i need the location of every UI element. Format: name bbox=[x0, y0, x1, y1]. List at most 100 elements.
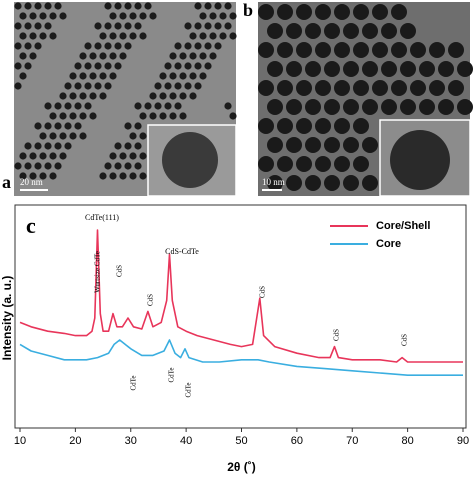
particle bbox=[59, 132, 67, 140]
particle bbox=[353, 4, 369, 20]
particle bbox=[44, 2, 52, 10]
panel-label: b bbox=[243, 0, 253, 20]
particle bbox=[267, 175, 283, 191]
particle bbox=[400, 61, 416, 77]
particle bbox=[49, 172, 57, 180]
particle bbox=[104, 162, 112, 170]
particle bbox=[64, 122, 72, 130]
particle bbox=[296, 4, 312, 20]
particle bbox=[19, 72, 27, 80]
x-tick-label: 30 bbox=[125, 435, 137, 447]
particle bbox=[124, 162, 132, 170]
particle bbox=[286, 61, 302, 77]
particle bbox=[258, 80, 274, 96]
particle bbox=[334, 156, 350, 172]
particle bbox=[353, 80, 369, 96]
particle bbox=[119, 152, 127, 160]
legend-label: Core bbox=[376, 238, 401, 250]
particle bbox=[189, 32, 197, 40]
particle bbox=[104, 2, 112, 10]
particle bbox=[277, 118, 293, 134]
particle bbox=[214, 22, 222, 30]
particle bbox=[381, 23, 397, 39]
particle bbox=[54, 122, 62, 130]
particle bbox=[34, 142, 42, 150]
particle bbox=[204, 42, 212, 50]
particle bbox=[139, 112, 147, 120]
peak-label: CdS bbox=[259, 286, 267, 298]
particle bbox=[229, 12, 237, 20]
particle bbox=[39, 12, 47, 20]
particle bbox=[74, 62, 82, 70]
particle bbox=[391, 42, 407, 58]
particle bbox=[84, 42, 92, 50]
particle bbox=[214, 42, 222, 50]
particle bbox=[64, 142, 72, 150]
particle bbox=[109, 172, 117, 180]
particle bbox=[315, 156, 331, 172]
particle bbox=[343, 137, 359, 153]
particle bbox=[124, 142, 132, 150]
particle bbox=[305, 23, 321, 39]
particle bbox=[39, 172, 47, 180]
particle bbox=[49, 132, 57, 140]
particle bbox=[305, 137, 321, 153]
particle bbox=[109, 152, 117, 160]
particle bbox=[44, 22, 52, 30]
particle bbox=[189, 92, 197, 100]
particle bbox=[419, 61, 435, 77]
particle bbox=[139, 132, 147, 140]
particle bbox=[219, 12, 227, 20]
particle bbox=[305, 99, 321, 115]
particle bbox=[54, 2, 62, 10]
particle bbox=[29, 152, 37, 160]
particle bbox=[34, 42, 42, 50]
particle bbox=[164, 62, 172, 70]
particle bbox=[194, 42, 202, 50]
particle bbox=[119, 172, 127, 180]
particle bbox=[14, 82, 22, 90]
panel-label: a bbox=[2, 172, 11, 192]
particle bbox=[324, 61, 340, 77]
particle bbox=[144, 2, 152, 10]
particle bbox=[277, 80, 293, 96]
particle bbox=[79, 72, 87, 80]
particle bbox=[159, 112, 167, 120]
particle bbox=[94, 42, 102, 50]
scale-label: 10 nm bbox=[262, 177, 285, 187]
particle bbox=[89, 52, 97, 60]
particle bbox=[29, 52, 37, 60]
particle bbox=[154, 102, 162, 110]
particle bbox=[179, 52, 187, 60]
particle bbox=[114, 42, 122, 50]
particle bbox=[184, 42, 192, 50]
particle bbox=[34, 2, 42, 10]
particle bbox=[184, 62, 192, 70]
particle bbox=[277, 4, 293, 20]
particle bbox=[129, 132, 137, 140]
particle bbox=[164, 102, 172, 110]
particle bbox=[174, 102, 182, 110]
particle bbox=[372, 42, 388, 58]
particle bbox=[184, 22, 192, 30]
particle bbox=[24, 142, 32, 150]
inset-particle bbox=[390, 130, 450, 190]
particle bbox=[34, 22, 42, 30]
particle bbox=[94, 82, 102, 90]
particle bbox=[24, 42, 32, 50]
particle bbox=[114, 2, 122, 10]
particle bbox=[19, 52, 27, 60]
particle bbox=[179, 112, 187, 120]
particle bbox=[89, 92, 97, 100]
particle bbox=[24, 162, 32, 170]
particle bbox=[184, 82, 192, 90]
particle bbox=[39, 152, 47, 160]
particle bbox=[305, 175, 321, 191]
particle bbox=[49, 152, 57, 160]
particle bbox=[400, 99, 416, 115]
particle bbox=[353, 156, 369, 172]
particle bbox=[104, 42, 112, 50]
particle bbox=[362, 99, 378, 115]
particle bbox=[381, 99, 397, 115]
particle bbox=[84, 62, 92, 70]
